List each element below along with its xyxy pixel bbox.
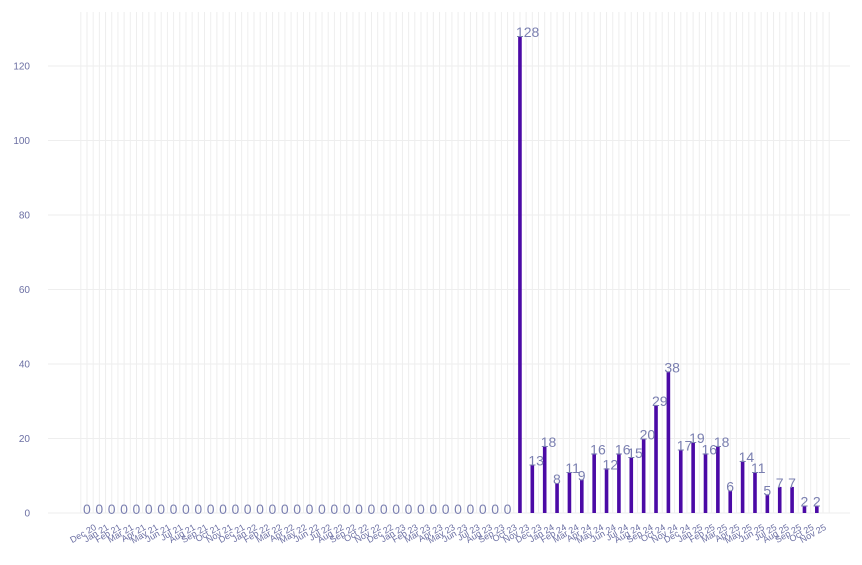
- y-tick-label: 0: [24, 509, 30, 520]
- data-label: 0: [429, 501, 437, 517]
- data-label: 0: [417, 501, 425, 517]
- data-label: 0: [207, 501, 215, 517]
- data-label: 0: [293, 501, 301, 517]
- data-label: 0: [281, 501, 289, 517]
- data-labels: 0 0 0 0 0 0 0 0 0 0 0 0 0 0 0 0 0 0 0 0 0 0 0 0 0 0 0 0 0 0 0 0 0 0 012813…: [83, 24, 821, 517]
- data-label: 16: [615, 441, 631, 457]
- data-label: 12: [603, 456, 619, 472]
- bar: [518, 36, 522, 513]
- data-label: 0: [330, 501, 338, 517]
- data-label: 11: [565, 460, 580, 476]
- data-label: 18: [541, 434, 557, 450]
- bar: [691, 442, 695, 513]
- bar: [777, 486, 782, 513]
- bar: [530, 464, 535, 513]
- bar: [703, 453, 708, 513]
- data-label: 0: [504, 501, 512, 517]
- data-label: 0: [132, 501, 140, 517]
- bar: [641, 438, 646, 513]
- bar: [790, 486, 794, 513]
- bar: [728, 490, 733, 513]
- data-label: 20: [640, 427, 656, 443]
- data-label: 0: [170, 501, 178, 517]
- bar: [678, 449, 683, 513]
- bar: [629, 457, 634, 513]
- data-label: 128: [516, 24, 540, 40]
- data-label: 0: [219, 501, 227, 517]
- data-label: 13: [528, 453, 544, 469]
- bar: [666, 371, 671, 513]
- data-label: 29: [652, 393, 668, 409]
- data-label: 0: [442, 501, 450, 517]
- data-label: 6: [726, 479, 734, 495]
- bar: [815, 505, 819, 513]
- data-label: 8: [553, 471, 561, 487]
- bars: [518, 36, 819, 513]
- bar: [654, 404, 658, 513]
- bar: [716, 445, 720, 513]
- data-label: 0: [157, 501, 165, 517]
- data-label: 0: [231, 501, 239, 517]
- bar: [617, 453, 621, 513]
- data-label: 9: [578, 467, 586, 483]
- data-label: 0: [244, 501, 252, 517]
- data-label: 2: [813, 494, 821, 510]
- data-label: 5: [763, 482, 771, 498]
- bar: [580, 479, 584, 513]
- data-label: 0: [306, 501, 314, 517]
- y-tick-label: 80: [19, 211, 31, 222]
- y-tick-label: 40: [19, 360, 31, 371]
- data-label: 0: [491, 501, 499, 517]
- data-label: 0: [194, 501, 202, 517]
- y-tick-label: 120: [13, 62, 30, 73]
- data-label: 0: [182, 501, 190, 517]
- data-label: 7: [776, 475, 784, 491]
- y-axis: 0 20 40 60 80 100 120: [13, 62, 30, 520]
- data-label: 0: [454, 501, 462, 517]
- data-label: 17: [677, 438, 693, 454]
- data-label: 15: [627, 445, 643, 461]
- data-label: 0: [83, 501, 91, 517]
- y-tick-label: 100: [13, 136, 30, 147]
- data-label: 0: [466, 501, 474, 517]
- data-label: 0: [405, 501, 413, 517]
- data-label: 0: [355, 501, 363, 517]
- data-label: 7: [788, 475, 796, 491]
- bar: [802, 505, 807, 513]
- bar: [567, 472, 572, 513]
- data-label: 0: [120, 501, 128, 517]
- data-label: 38: [664, 359, 680, 375]
- data-label: 16: [590, 441, 606, 457]
- y-tick-label: 60: [19, 285, 31, 296]
- bar: [542, 445, 547, 513]
- data-label: 16: [702, 441, 718, 457]
- data-label: 0: [145, 501, 153, 517]
- data-label: 19: [689, 430, 705, 446]
- bar: [740, 460, 745, 513]
- data-label: 0: [368, 501, 376, 517]
- grid: [48, 12, 850, 514]
- bar: [592, 453, 596, 513]
- data-label: 0: [343, 501, 351, 517]
- data-label: 2: [800, 494, 808, 510]
- data-label: 0: [479, 501, 487, 517]
- y-tick-label: 20: [19, 434, 31, 445]
- data-label: 0: [269, 501, 277, 517]
- data-label: 0: [95, 501, 103, 517]
- bar: [765, 494, 770, 513]
- data-label: 0: [256, 501, 264, 517]
- data-label: 11: [751, 460, 766, 476]
- data-label: 14: [739, 449, 755, 465]
- data-label: 0: [380, 501, 388, 517]
- bar: [555, 483, 559, 513]
- bar: [604, 468, 609, 513]
- bar: [753, 472, 757, 513]
- data-label: 18: [714, 434, 730, 450]
- data-label: 0: [318, 501, 326, 517]
- data-label: 0: [392, 501, 400, 517]
- data-label: 0: [108, 501, 116, 517]
